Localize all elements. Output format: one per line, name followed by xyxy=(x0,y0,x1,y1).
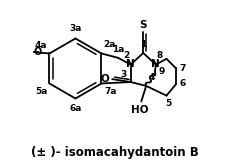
Text: 9: 9 xyxy=(159,67,165,77)
Text: 3: 3 xyxy=(120,70,126,79)
Text: 1a: 1a xyxy=(112,44,125,54)
Text: N: N xyxy=(151,59,160,69)
Text: 4a: 4a xyxy=(35,41,48,50)
Text: S: S xyxy=(139,20,147,30)
Text: 2a: 2a xyxy=(103,40,116,49)
Text: N: N xyxy=(126,59,135,69)
Text: 6a: 6a xyxy=(70,104,82,113)
Text: 5: 5 xyxy=(165,99,172,108)
Text: 6: 6 xyxy=(180,79,186,88)
Text: 3a: 3a xyxy=(70,24,82,33)
Text: 8: 8 xyxy=(157,51,163,60)
Text: (± )- isomacahydantoin B: (± )- isomacahydantoin B xyxy=(31,146,199,159)
Text: 1: 1 xyxy=(140,40,146,49)
Text: 4: 4 xyxy=(149,73,155,83)
Text: 7a: 7a xyxy=(104,87,117,96)
Text: O: O xyxy=(34,47,42,57)
Text: HO: HO xyxy=(131,105,148,115)
Text: 5a: 5a xyxy=(35,87,48,96)
Text: 2: 2 xyxy=(123,51,130,60)
Text: O: O xyxy=(100,74,109,84)
Text: 7: 7 xyxy=(180,64,186,73)
